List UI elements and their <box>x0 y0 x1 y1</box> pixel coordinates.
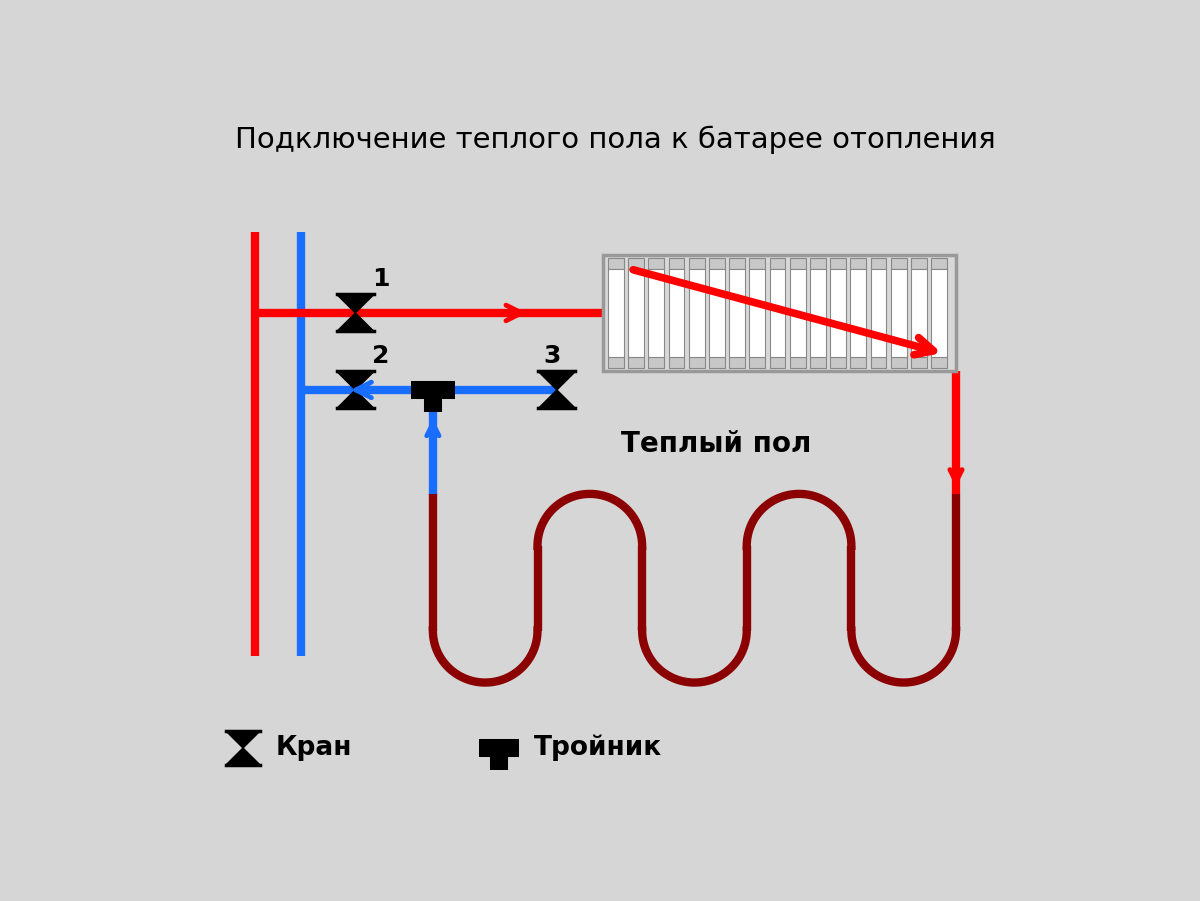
Bar <box>790 269 805 357</box>
Bar <box>830 259 846 269</box>
Bar <box>709 357 725 368</box>
Bar <box>890 357 906 368</box>
Bar <box>668 357 684 368</box>
Bar <box>689 357 704 368</box>
Bar <box>769 357 785 368</box>
Bar <box>851 357 866 368</box>
Bar <box>629 357 644 368</box>
Text: 3: 3 <box>542 344 560 368</box>
Bar <box>730 259 745 269</box>
Bar <box>608 357 624 368</box>
Bar <box>689 269 704 357</box>
Polygon shape <box>337 390 374 408</box>
Polygon shape <box>337 371 374 390</box>
Bar <box>911 269 926 357</box>
Bar <box>790 259 805 269</box>
Text: Тройник: Тройник <box>534 734 662 761</box>
Text: Теплый пол: Теплый пол <box>620 430 811 458</box>
Polygon shape <box>337 313 374 332</box>
Text: 2: 2 <box>372 344 390 368</box>
Bar <box>830 269 846 357</box>
Bar <box>749 269 766 357</box>
Bar <box>810 259 826 269</box>
Polygon shape <box>226 748 260 765</box>
Bar <box>851 259 866 269</box>
Bar <box>931 259 947 269</box>
Bar <box>608 269 624 357</box>
Bar <box>931 269 947 357</box>
Bar <box>870 259 887 269</box>
Bar <box>931 357 947 368</box>
Text: Подключение теплого пола к батарее отопления: Подключение теплого пола к батарее отопл… <box>235 125 995 154</box>
Polygon shape <box>226 731 260 748</box>
Bar <box>648 269 664 357</box>
Bar <box>749 357 766 368</box>
Bar <box>890 269 906 357</box>
Bar <box>911 357 926 368</box>
Bar <box>689 259 704 269</box>
Bar <box>851 269 866 357</box>
Bar <box>830 357 846 368</box>
Bar <box>629 269 644 357</box>
Bar <box>668 269 684 357</box>
Bar <box>769 259 785 269</box>
Bar <box>608 259 624 269</box>
Bar <box>629 259 644 269</box>
Bar <box>709 269 725 357</box>
Bar <box>668 259 684 269</box>
Bar <box>870 357 887 368</box>
Text: Кран: Кран <box>276 735 352 761</box>
Bar <box>810 269 826 357</box>
Bar <box>870 269 887 357</box>
Bar <box>769 269 785 357</box>
Bar <box>648 357 664 368</box>
Bar <box>730 357 745 368</box>
Bar <box>790 357 805 368</box>
Bar <box>810 357 826 368</box>
Polygon shape <box>539 390 576 408</box>
Bar <box>730 269 745 357</box>
Bar <box>911 259 926 269</box>
Polygon shape <box>539 371 576 390</box>
Bar <box>709 259 725 269</box>
Bar <box>604 255 956 370</box>
Bar <box>648 259 664 269</box>
Text: 1: 1 <box>372 267 390 291</box>
Bar <box>890 259 906 269</box>
Bar <box>749 259 766 269</box>
Polygon shape <box>337 295 374 313</box>
